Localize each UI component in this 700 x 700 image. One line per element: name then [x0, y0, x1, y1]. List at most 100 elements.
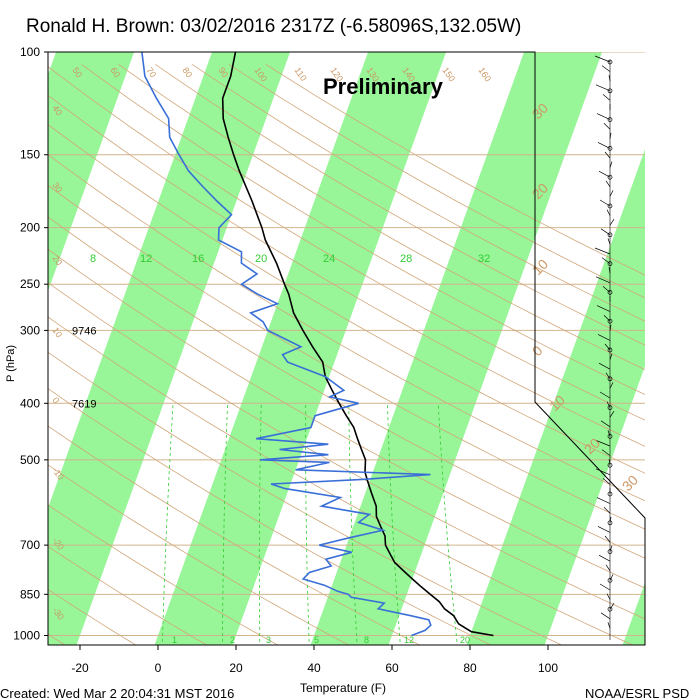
y-tick-label: 300: [20, 323, 40, 337]
x-tick-label: 100: [538, 661, 558, 675]
height-label: 9746: [72, 325, 96, 337]
y-tick-label: 700: [20, 538, 40, 552]
wind-barb: [604, 151, 611, 159]
isotherm-band: [466, 149, 645, 645]
dry-adiabat: [48, 504, 279, 645]
x-axis: -20 0 20 40 60 80 100: [71, 645, 558, 675]
mixing-ratio-bottom-label: 12: [404, 635, 414, 645]
wind-barb: [602, 286, 613, 295]
wind-barb: [598, 554, 611, 562]
adiabat-top-label: 150: [440, 65, 457, 83]
created-timestamp: Created: Wed Mar 2 20:04:31 MST 2016: [0, 686, 234, 700]
adiabat-top-label: 90: [216, 65, 230, 79]
dry-adiabat: [48, 124, 645, 474]
source-credit: NOAA/ESRL PSD: [585, 686, 689, 700]
plot-frame: [47, 51, 646, 646]
adiabat-top-label: 110: [292, 65, 308, 82]
dry-adiabat: [48, 248, 645, 589]
mixing-ratio-label: 32: [478, 253, 490, 265]
wind-barb: [597, 334, 611, 341]
x-axis-label: Temperature (F): [300, 681, 386, 695]
dry-adiabat: [155, 64, 645, 346]
mixing-ratio-bottom-label: 5: [314, 635, 319, 645]
wind-barb: [605, 564, 611, 571]
mixing-ratio-label: 20: [255, 253, 267, 265]
isotherm-band: [310, 52, 603, 645]
isotherm-bands: [48, 52, 645, 645]
wind-barb: [604, 343, 613, 353]
wind-barb: [600, 612, 611, 620]
wind-barb: [605, 180, 611, 187]
wind-barb: [595, 84, 613, 94]
wind-barb: [597, 526, 611, 533]
wind-barb: [603, 506, 611, 514]
wind-barb: [609, 382, 614, 389]
y-tick-label: 150: [20, 148, 40, 162]
adiabat-top-label: 70: [144, 65, 158, 79]
wind-barb: [607, 622, 611, 629]
mixing-ratio-bottom-label: 2: [230, 635, 235, 645]
sounding-series: [141, 52, 494, 637]
watermark-preliminary: Preliminary: [323, 74, 444, 99]
dry-adiabat: [118, 64, 645, 371]
wind-barb: [607, 430, 613, 439]
wind-barb: [600, 420, 611, 428]
wind-barb: [607, 574, 614, 583]
dry-adiabat: [48, 216, 645, 559]
y-tick-label: 100: [20, 45, 40, 59]
wind-barb: [609, 161, 613, 168]
wind-barb: [595, 276, 611, 284]
adiabat-left-label: 40: [50, 103, 64, 117]
y-tick-label: 250: [20, 277, 40, 291]
wind-barb: [606, 401, 613, 410]
dry-adiabat: [48, 464, 350, 645]
plot-area: [48, 52, 645, 645]
adiabat-top-label: 60: [108, 65, 122, 79]
wind-barb: [607, 545, 613, 554]
chart-title: Ronald H. Brown: 03/02/2016 2317Z (-6.58…: [26, 16, 521, 37]
wind-barb: [606, 593, 611, 600]
wind-barb: [601, 449, 611, 456]
wind-barb: [599, 199, 613, 209]
adiabat-left-label: 30: [50, 180, 64, 194]
mixing-ratio-bottom-label: 20: [460, 635, 470, 645]
adiabat-top-label: 50: [70, 65, 84, 79]
wind-barb: [609, 132, 612, 139]
adiabat-left-label: 0: [50, 395, 61, 405]
dry-adiabat: [48, 388, 492, 645]
dry-adiabat: [48, 425, 421, 645]
mixing-ratio-bottom-label: 3: [266, 635, 271, 645]
y-axis: 100 150 200 250 300 400 500 700 850 1000: [13, 45, 48, 643]
wind-barb: [609, 353, 613, 360]
wind-barb: [608, 267, 611, 274]
isotherm-band: [48, 52, 291, 645]
dry-adiabat: [81, 64, 645, 396]
x-tick-label: 40: [307, 661, 321, 675]
wind-barb: [596, 113, 613, 122]
y-axis-label: P (hPa): [5, 345, 17, 382]
adiabat-top-label: 160: [476, 65, 493, 83]
wind-barb: [609, 219, 615, 226]
adiabat-left-label: 20: [50, 253, 64, 267]
wind-barb: [598, 362, 611, 370]
wind-barb: [597, 142, 613, 151]
wind-barb: [601, 65, 611, 72]
mixing-ratio-label: 24: [323, 253, 335, 265]
mixing-ratio-bottom-label: 1: [172, 635, 177, 645]
wind-barb: [607, 238, 611, 245]
dry-adiabat: [48, 351, 563, 645]
mixing-ratio-label: 16: [192, 253, 204, 265]
y-tick-label: 500: [20, 453, 40, 467]
wind-barb: [609, 324, 612, 331]
wind-barb: [596, 305, 611, 312]
wind-barb: [606, 209, 611, 216]
wind-barb: [602, 478, 611, 485]
wind-barb: [594, 439, 611, 447]
wind-barb: [598, 170, 613, 180]
mixing-ratio-label: 28: [400, 253, 412, 265]
wind-barb: [603, 314, 613, 324]
x-tick-label: 20: [229, 661, 243, 675]
wind-barb: [604, 535, 611, 543]
